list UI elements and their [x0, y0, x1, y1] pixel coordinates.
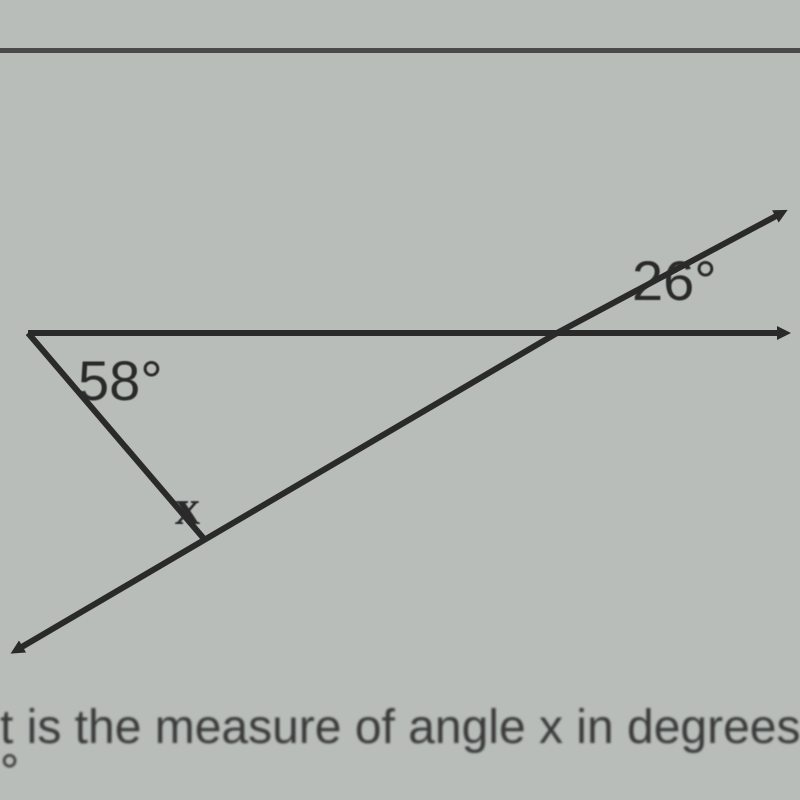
angle-x-label: x	[175, 478, 200, 536]
question-text-line1: t is the measure of angle x in degrees	[0, 700, 800, 755]
angle-26-label: 26°	[632, 248, 717, 313]
top-border-line	[0, 48, 800, 53]
geometry-diagram: 58° 26° x	[0, 100, 800, 660]
question-text-line2: °	[0, 745, 19, 800]
angle-58-label: 58°	[78, 348, 163, 413]
